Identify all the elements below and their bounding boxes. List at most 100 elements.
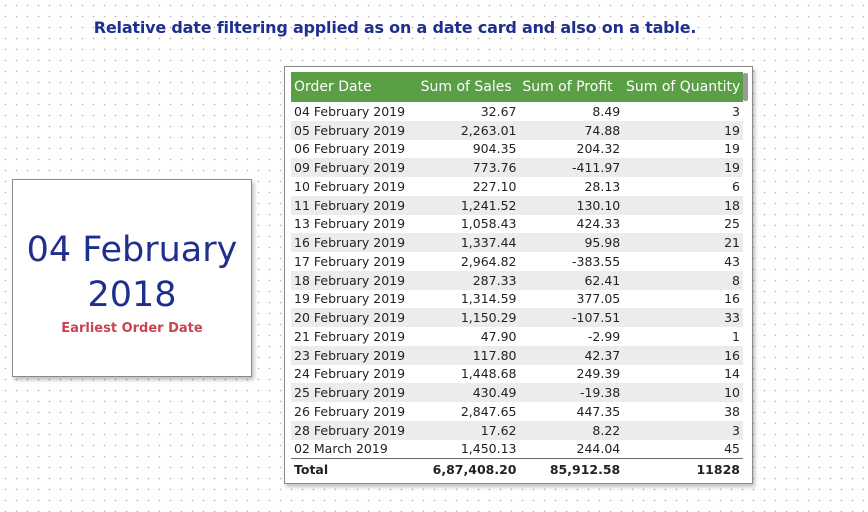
cell-order-date: 23 February 2019: [294, 347, 406, 363]
cell-profit: 62.41: [584, 272, 621, 288]
card-value-line2: 2018: [87, 275, 177, 315]
cell-order-date: 02 March 2019: [294, 441, 388, 457]
cell-order-date: 04 February 2019: [294, 103, 406, 119]
cell-profit: -411.97: [572, 160, 621, 176]
cell-sales: 227.10: [472, 178, 517, 194]
table-row[interactable]: 05 February 2019 2,263.01 74.88 19: [291, 120, 743, 140]
cell-profit: -2.99: [587, 328, 621, 344]
table-scrollbar[interactable]: [743, 73, 748, 101]
cell-sales: 17.62: [480, 422, 517, 438]
cell-quantity: 38: [724, 403, 740, 419]
cell-quantity: 16: [724, 291, 740, 307]
cell-sales: 430.49: [472, 385, 517, 401]
cell-quantity: 6: [732, 178, 740, 194]
cell-quantity: 14: [724, 366, 740, 382]
cell-quantity: 10: [724, 385, 740, 401]
table-row[interactable]: 21 February 2019 47.90 -2.99 1: [291, 327, 743, 346]
table-row[interactable]: 25 February 2019 430.49 -19.38 10: [291, 383, 743, 402]
cell-sales: 47.90: [480, 328, 517, 344]
cell-quantity: 16: [724, 347, 740, 363]
table-row[interactable]: 17 February 2019 2,964.82 -383.55 43: [291, 252, 743, 271]
cell-profit: 8.49: [592, 103, 621, 119]
cell-sales: 1,058.43: [460, 216, 517, 232]
table-row[interactable]: 24 February 2019 1,448.68 249.39 14: [291, 365, 743, 384]
cell-order-date: 09 February 2019: [294, 160, 406, 176]
cell-profit: 244.04: [576, 441, 621, 457]
cell-sales: 1,241.52: [460, 197, 517, 213]
cell-profit: 377.05: [576, 291, 621, 307]
cell-quantity: 19: [724, 122, 740, 138]
cell-profit: -383.55: [572, 253, 621, 269]
table-row[interactable]: 28 February 2019 17.62 8.22 3: [291, 420, 743, 440]
table-row[interactable]: 11 February 2019 1,241.52 130.10 18: [291, 195, 743, 215]
cell-quantity: 8: [732, 272, 740, 288]
cell-quantity: 19: [724, 160, 740, 176]
total-profit: 85,912.58: [549, 461, 621, 477]
table-total-row: Total 6,87,408.20 85,912.58 11828: [291, 458, 743, 479]
sales-table-visual[interactable]: Order Date Sum of Sales Sum of Profit Su…: [284, 66, 753, 484]
cell-profit: 42.37: [584, 347, 621, 363]
cell-order-date: 05 February 2019: [294, 122, 406, 138]
cell-quantity: 43: [724, 253, 740, 269]
cell-order-date: 11 February 2019: [294, 197, 406, 213]
table-row[interactable]: 16 February 2019 1,337.44 95.98 21: [291, 233, 743, 252]
cell-order-date: 13 February 2019: [294, 216, 406, 232]
table-row[interactable]: 18 February 2019 287.33 62.41 8: [291, 270, 743, 290]
cell-sales: 117.80: [472, 347, 517, 363]
cell-order-date: 18 February 2019: [294, 272, 406, 288]
cell-profit: 74.88: [584, 122, 621, 138]
cell-sales: 773.76: [472, 160, 517, 176]
table-row[interactable]: 02 March 2019 1,450.13 244.04 45: [291, 440, 743, 459]
column-header-sum-of-profit[interactable]: Sum of Profit: [522, 79, 613, 95]
cell-sales: 1,448.68: [460, 366, 517, 382]
table-row[interactable]: 23 February 2019 117.80 42.37 16: [291, 345, 743, 365]
cell-order-date: 25 February 2019: [294, 385, 406, 401]
cell-order-date: 26 February 2019: [294, 403, 406, 419]
cell-profit: 28.13: [584, 178, 621, 194]
cell-quantity: 21: [724, 235, 740, 251]
column-header-sum-of-quantity[interactable]: Sum of Quantity: [626, 79, 741, 95]
cell-sales: 1,150.29: [460, 310, 517, 326]
total-sales: 6,87,408.20: [432, 461, 517, 477]
cell-quantity: 45: [724, 441, 740, 457]
cell-order-date: 24 February 2019: [294, 366, 406, 382]
cell-order-date: 19 February 2019: [294, 291, 406, 307]
cell-profit: 424.33: [576, 216, 621, 232]
cell-order-date: 20 February 2019: [294, 310, 406, 326]
cell-order-date: 17 February 2019: [294, 253, 406, 269]
cell-profit: -19.38: [579, 385, 621, 401]
table-row[interactable]: 06 February 2019 904.35 204.32 19: [291, 140, 743, 159]
cell-profit: 447.35: [576, 403, 621, 419]
cell-order-date: 10 February 2019: [294, 178, 406, 194]
cell-sales: 2,964.82: [460, 253, 517, 269]
cell-sales: 2,847.65: [460, 403, 517, 419]
cell-sales: 2,263.01: [460, 122, 517, 138]
column-header-sum-of-sales[interactable]: Sum of Sales: [420, 79, 512, 95]
cell-order-date: 28 February 2019: [294, 422, 406, 438]
card-label: Earliest Order Date: [61, 321, 203, 336]
cell-order-date: 16 February 2019: [294, 235, 406, 251]
cell-profit: -107.51: [572, 310, 621, 326]
table-body: 04 February 2019 32.67 8.49 3 05 February 20…: [291, 102, 743, 458]
table-row[interactable]: 10 February 2019 227.10 28.13 6: [291, 177, 743, 196]
cell-sales: 32.67: [480, 103, 517, 119]
cell-quantity: 18: [724, 197, 740, 213]
earliest-order-date-card[interactable]: 04 February 2018 Earliest Order Date: [12, 179, 252, 377]
table-row[interactable]: 09 February 2019 773.76 -411.97 19: [291, 158, 743, 177]
total-label: Total: [294, 461, 329, 477]
card-value-line1: 04 February: [26, 230, 238, 270]
table-row[interactable]: 04 February 2019 32.67 8.49 3: [291, 102, 743, 121]
column-header-order-date[interactable]: Order Date: [294, 79, 372, 95]
table-row[interactable]: 13 February 2019 1,058.43 424.33 25: [291, 215, 743, 234]
cell-profit: 249.39: [576, 366, 621, 382]
cell-profit: 204.32: [576, 141, 621, 157]
cell-quantity: 33: [724, 310, 740, 326]
page-title: Relative date filtering applied as on a …: [93, 18, 697, 37]
cell-sales: 287.33: [472, 272, 517, 288]
cell-profit: 8.22: [592, 422, 621, 438]
cell-order-date: 21 February 2019: [294, 328, 406, 344]
cell-order-date: 06 February 2019: [294, 141, 406, 157]
table-row[interactable]: 20 February 2019 1,150.29 -107.51 33: [291, 308, 743, 327]
table-row[interactable]: 26 February 2019 2,847.65 447.35 38: [291, 402, 743, 421]
table-row[interactable]: 19 February 2019 1,314.59 377.05 16: [291, 290, 743, 309]
